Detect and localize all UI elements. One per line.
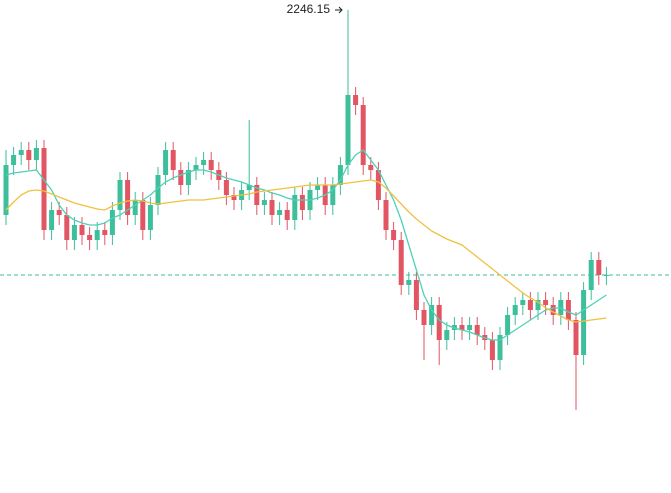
candle-body — [588, 260, 594, 290]
candle-body — [26, 150, 32, 160]
candle-body — [505, 315, 511, 335]
candle-body — [132, 200, 138, 215]
candle-body — [292, 195, 298, 220]
candle-body — [474, 325, 480, 335]
candle-body — [497, 335, 503, 360]
candle-body — [109, 210, 115, 235]
candle-body — [444, 330, 450, 340]
candle-body — [573, 320, 579, 355]
candle-body — [33, 148, 39, 160]
moving-average — [5, 179, 607, 323]
candle-body — [596, 260, 602, 275]
candle-body — [375, 170, 381, 200]
candle-body — [353, 95, 359, 105]
candle-body — [3, 165, 9, 215]
max-annotation: 2246.15 — [287, 2, 331, 16]
candle-body — [413, 280, 419, 310]
candle-body — [87, 235, 93, 240]
candle-body — [41, 148, 47, 230]
candle-body — [603, 275, 609, 276]
candle-body — [125, 180, 131, 215]
candle-body — [261, 200, 267, 205]
candle-body — [421, 310, 427, 325]
candle-body — [368, 165, 374, 170]
candle-body — [459, 325, 465, 330]
candle-body — [71, 225, 77, 240]
candle-body — [231, 195, 237, 200]
candle-body — [406, 280, 412, 285]
candle-body — [581, 290, 587, 355]
candle-body — [550, 305, 556, 315]
candle-body — [56, 210, 62, 215]
candle-body — [467, 325, 473, 330]
candle-body — [383, 200, 389, 230]
candle-body — [201, 160, 207, 165]
candle-body — [543, 300, 549, 305]
candle-body — [360, 105, 366, 165]
candle-body — [246, 185, 252, 190]
moving-average — [5, 149, 607, 341]
candle-body — [254, 185, 260, 205]
candle-body — [489, 340, 495, 360]
candle-body — [315, 185, 321, 190]
candle-body — [535, 300, 541, 310]
candle-body — [436, 305, 442, 340]
candle-body — [163, 150, 169, 175]
candle-body — [223, 180, 229, 195]
candle-body — [512, 305, 518, 315]
candle-body — [140, 200, 146, 230]
candle-body — [102, 230, 108, 235]
candle-body — [79, 225, 85, 235]
candle-body — [565, 300, 571, 320]
candle-body — [178, 170, 184, 185]
candle-body — [94, 230, 100, 240]
candle-body — [11, 155, 17, 165]
candle-body — [64, 215, 70, 240]
candle-body — [527, 300, 533, 310]
candle-body — [345, 95, 351, 165]
candle-body — [398, 240, 404, 285]
candle-body — [155, 175, 161, 205]
candle-body — [170, 150, 176, 170]
candle-body — [337, 165, 343, 185]
candle-body — [147, 205, 153, 230]
candle-body — [284, 210, 290, 220]
candle-body — [330, 185, 336, 205]
candle-body — [185, 170, 191, 185]
candle-body — [49, 210, 55, 230]
candle-body — [277, 210, 283, 215]
candle-body — [18, 150, 24, 155]
candle-body — [193, 165, 199, 170]
candle-body — [117, 180, 123, 210]
candle-body — [429, 305, 435, 325]
annotation-arrow — [335, 6, 343, 14]
candle-body — [208, 160, 214, 170]
candle-body — [520, 300, 526, 305]
candle-body — [269, 200, 275, 215]
candle-body — [391, 230, 397, 240]
candle-body — [299, 195, 305, 210]
